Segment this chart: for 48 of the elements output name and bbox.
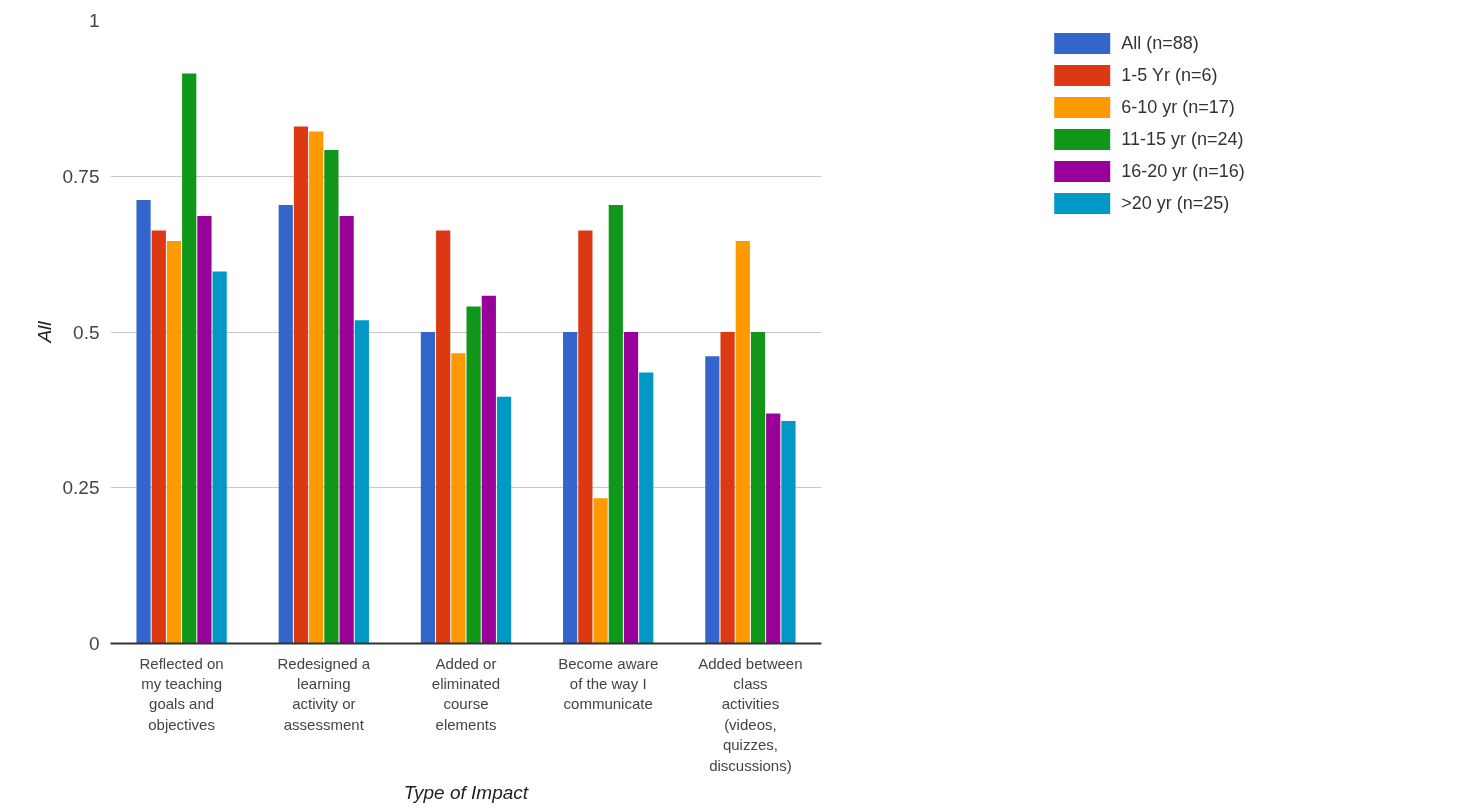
x-tick-label: Added between class activities (videos, quizzes, discussions) xyxy=(698,654,803,774)
y-tick-label: 1 xyxy=(88,10,100,31)
bar xyxy=(278,204,293,644)
bar xyxy=(781,421,796,644)
bar xyxy=(578,230,593,644)
x-tick-label: Redesigned a learning activity or assessment xyxy=(277,654,371,733)
legend-label: 6-10 yr (n=17) xyxy=(1121,96,1235,118)
legend-label: 11-15 yr (n=24) xyxy=(1121,128,1244,150)
x-axis-title: Type of Impact xyxy=(403,781,529,803)
x-tick-label: Reflected on my teaching goals and objectives xyxy=(139,654,224,733)
bar xyxy=(182,73,197,644)
bar xyxy=(563,332,578,644)
bar xyxy=(420,332,436,644)
bar xyxy=(339,216,354,644)
y-tick-label: 0.5 xyxy=(73,321,100,343)
bar xyxy=(436,230,451,644)
bar xyxy=(705,356,720,644)
bar xyxy=(324,150,339,644)
bar xyxy=(639,372,654,644)
legend-label: >20 yr (n=25) xyxy=(1121,192,1230,214)
bar xyxy=(496,396,512,644)
bar xyxy=(309,131,324,644)
bar xyxy=(451,353,466,644)
legend-label: All (n=88) xyxy=(1121,32,1199,54)
bar xyxy=(593,498,608,644)
bar xyxy=(766,413,781,644)
y-tick-label: 0.25 xyxy=(62,477,100,499)
bar xyxy=(151,230,166,644)
bar xyxy=(623,332,639,644)
bar xyxy=(750,332,766,644)
bar xyxy=(293,126,309,644)
y-tick-label: 0 xyxy=(88,633,100,654)
bar xyxy=(354,320,369,644)
bar xyxy=(197,216,212,644)
bar xyxy=(481,295,496,644)
x-tick-label: Added or eliminated course elements xyxy=(431,654,501,733)
legend-label: 16-20 yr (n=16) xyxy=(1121,160,1245,182)
bar xyxy=(166,241,182,644)
bar xyxy=(466,306,481,644)
bar xyxy=(608,204,623,644)
y-tick-label: 0.75 xyxy=(62,165,100,187)
y-axis-title: All xyxy=(33,320,55,344)
bar xyxy=(212,271,227,644)
x-tick-label: Become aware of the way I communicate xyxy=(558,654,659,713)
legend-label: 1-5 Yr (n=6) xyxy=(1121,64,1218,86)
bar xyxy=(136,199,151,644)
bar xyxy=(720,332,735,644)
bar xyxy=(735,241,750,644)
